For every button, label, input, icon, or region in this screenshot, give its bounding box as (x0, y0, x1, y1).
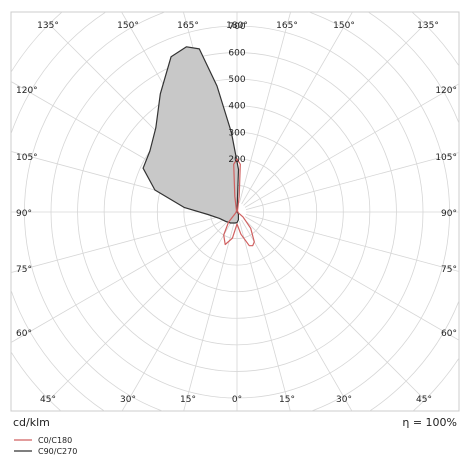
grid-spoke (239, 12, 292, 204)
grid-spoke (244, 83, 459, 208)
grid-spoke (11, 214, 229, 273)
radial-tick-label: 200 (228, 155, 245, 165)
grid-spoke (183, 220, 235, 411)
angle-label-bottom: 30° (336, 395, 352, 405)
radial-tick-label: 400 (228, 102, 245, 112)
angle-label-right: 105° (435, 153, 457, 163)
radial-tick-label: 300 (228, 128, 245, 138)
radial-tick-label: 600 (228, 49, 245, 59)
grid-spoke (244, 216, 459, 341)
legend: C0/C180 C90/C270 (14, 436, 77, 456)
grid-spoke (245, 152, 459, 210)
angle-label-right: 60° (441, 329, 457, 339)
legend-label-c0-c180: C0/C180 (38, 436, 72, 445)
angle-label-right: 90° (441, 209, 457, 219)
angle-label-bottom: 0° (232, 395, 242, 405)
angle-label-top: 150° (333, 21, 355, 31)
angle-label-top: 180° (226, 21, 248, 31)
angle-label-right: 120° (435, 86, 457, 96)
series-curve-c0-c180 (223, 158, 255, 247)
legend-label-c90-c270: C90/C270 (38, 447, 77, 456)
grid-spoke (245, 214, 459, 272)
angle-label-top: 135° (417, 21, 439, 31)
angle-label-top: 150° (117, 21, 139, 31)
angle-label-left: 105° (16, 153, 38, 163)
grid-spoke (241, 219, 353, 411)
angle-label-bottom: 30° (120, 395, 136, 405)
grid-spoke (243, 218, 426, 401)
grid-spoke (243, 23, 426, 206)
grid-spoke (48, 218, 231, 401)
grid-spoke (121, 219, 233, 411)
grid-spoke (241, 12, 353, 205)
angle-label-right: 75° (441, 265, 457, 275)
series-curve-c90-c270 (142, 46, 240, 224)
angle-label-bottom: 45° (416, 395, 432, 405)
angle-label-bottom: 45° (40, 395, 56, 405)
axis-labels: 135° 150° 165° 180° 165° 150° 135° 120° 120° 105°… (16, 21, 457, 405)
series-layer (142, 46, 255, 247)
angle-label-top: 165° (276, 21, 298, 31)
angle-label-left: 60° (16, 329, 32, 339)
angle-label-bottom: 15° (180, 395, 196, 405)
efficiency-label: η = 100% (402, 416, 457, 429)
angle-label-left: 90° (16, 209, 32, 219)
grid-spoke (11, 216, 230, 343)
angle-label-bottom: 15° (279, 395, 295, 405)
radial-tick-label: 700 (228, 22, 245, 32)
grid-spoke (239, 220, 291, 411)
radial-tick-label: 500 (228, 75, 245, 85)
angle-label-top: 135° (37, 21, 59, 31)
angle-label-top: 165° (177, 21, 199, 31)
angle-label-left: 120° (16, 86, 38, 96)
unit-label: cd/klm (13, 416, 50, 429)
angle-label-left: 75° (16, 265, 32, 275)
